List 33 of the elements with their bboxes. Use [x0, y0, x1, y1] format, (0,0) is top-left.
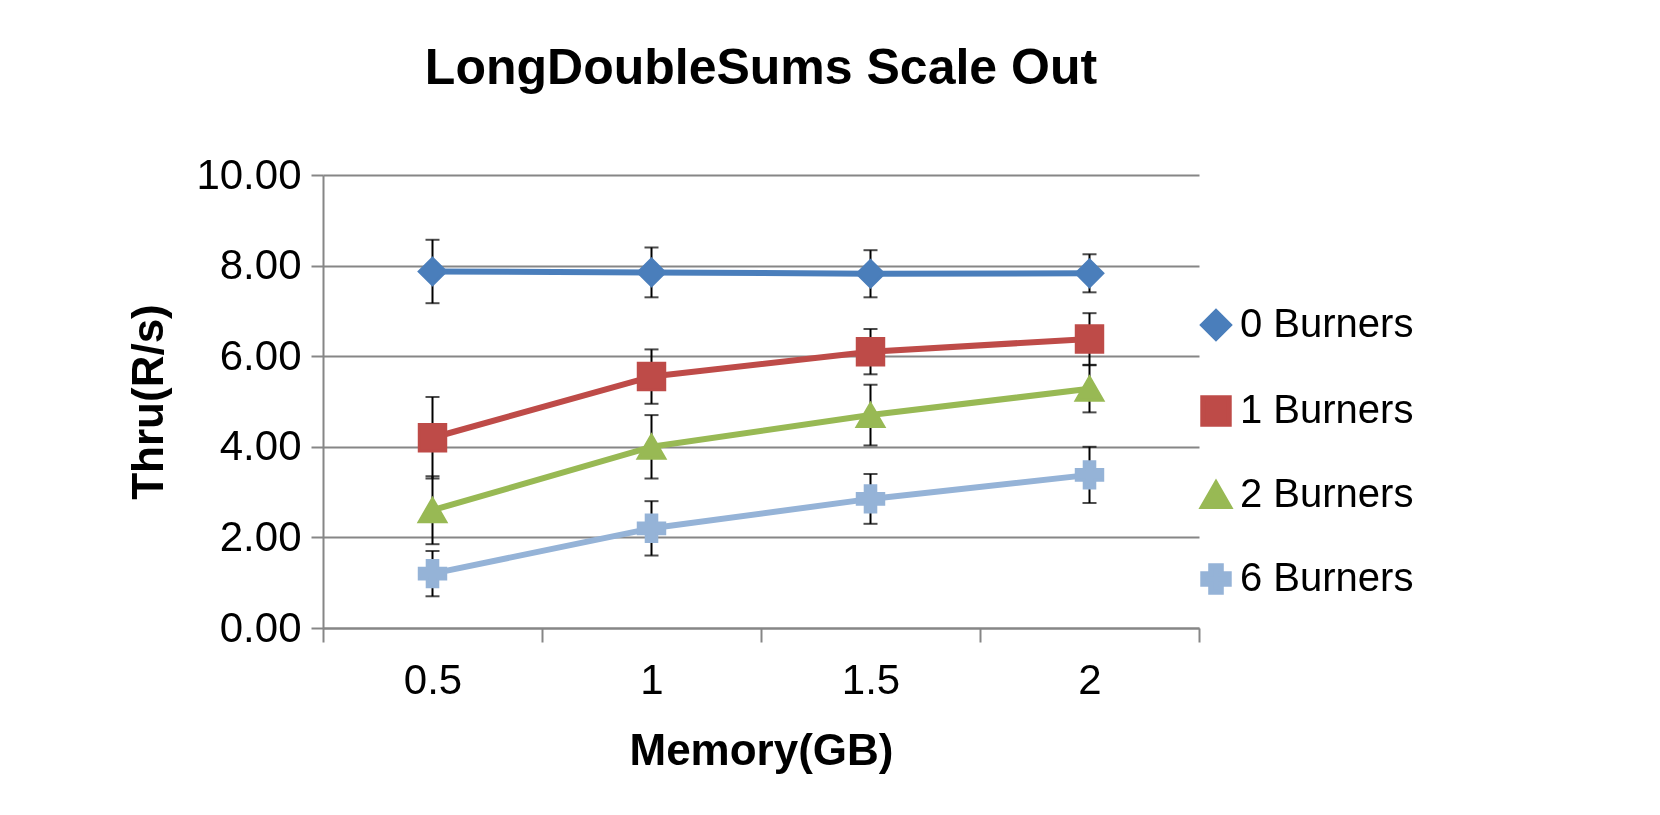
y-tick-label: 2.00 — [219, 512, 302, 560]
point — [1074, 375, 1105, 402]
point — [636, 257, 667, 288]
point — [636, 513, 667, 544]
y-tick-label: 10.00 — [196, 150, 302, 198]
y-axis-title: Thru(R/s) — [123, 304, 173, 500]
point — [636, 433, 667, 460]
legend-label: 1 Burners — [1240, 387, 1414, 431]
legend-label: 6 Burners — [1240, 555, 1414, 599]
x-tick-label: 1.5 — [841, 655, 901, 703]
legend-label: 2 Burners — [1240, 471, 1414, 515]
y-tick-label: 4.00 — [219, 422, 302, 470]
point — [1074, 258, 1105, 289]
point — [417, 558, 448, 589]
point — [1074, 324, 1105, 354]
legend-label: 0 Burners — [1240, 301, 1414, 345]
y-tick-label: 0.00 — [219, 603, 302, 651]
point — [417, 423, 448, 453]
x-tick-label: 1 — [640, 655, 664, 703]
point — [417, 256, 448, 287]
chart-title: LongDoubleSums Scale Out — [424, 39, 1098, 95]
point — [636, 361, 667, 392]
point — [855, 402, 886, 429]
x-tick-label: 2 — [1078, 655, 1102, 703]
point — [1074, 460, 1105, 490]
x-axis-title: Memory(GB) — [629, 724, 894, 774]
point — [855, 259, 886, 289]
x-tick-label: 0.5 — [403, 655, 463, 703]
y-tick-label: 6.00 — [219, 331, 302, 379]
y-tick-label: 8.00 — [219, 241, 302, 289]
point — [855, 336, 886, 367]
point — [417, 497, 448, 524]
point — [855, 484, 886, 514]
